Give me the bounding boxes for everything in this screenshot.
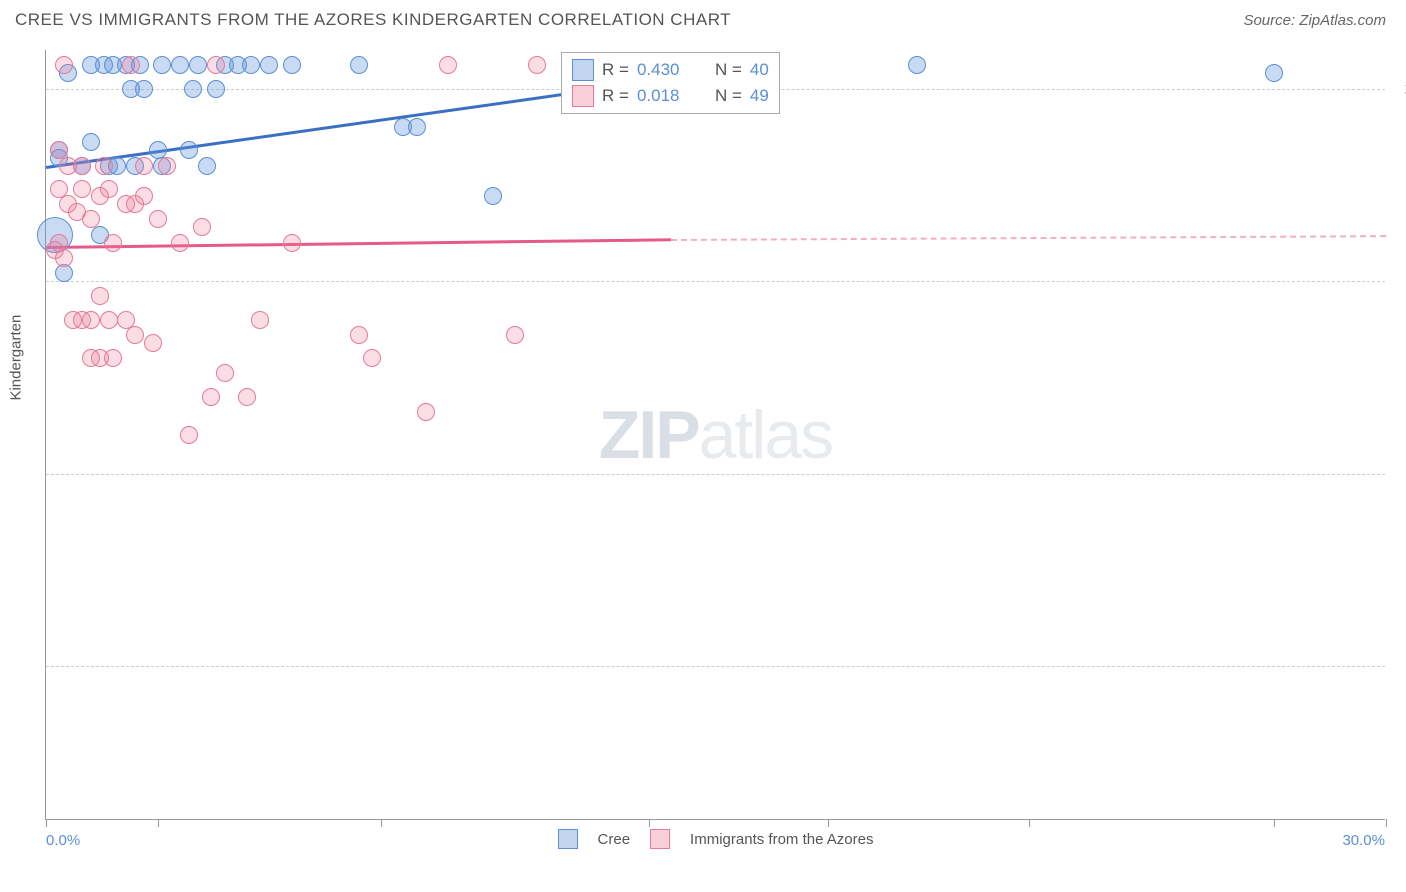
data-point bbox=[350, 326, 368, 344]
data-point bbox=[242, 56, 260, 74]
legend-label: Immigrants from the Azores bbox=[690, 831, 873, 848]
data-point bbox=[180, 426, 198, 444]
data-point bbox=[126, 326, 144, 344]
x-tick bbox=[46, 819, 47, 827]
data-point bbox=[251, 311, 269, 329]
data-point bbox=[122, 56, 140, 74]
data-point bbox=[238, 388, 256, 406]
data-point bbox=[82, 210, 100, 228]
data-point bbox=[202, 388, 220, 406]
data-point bbox=[189, 56, 207, 74]
data-point bbox=[417, 403, 435, 421]
data-point bbox=[484, 187, 502, 205]
r-value: 0.018 bbox=[637, 86, 697, 106]
data-point bbox=[171, 234, 189, 252]
legend-swatch bbox=[650, 829, 670, 849]
n-label: N = bbox=[715, 86, 742, 106]
y-axis-title: Kindergarten bbox=[8, 314, 25, 400]
data-point bbox=[95, 157, 113, 175]
chart-title: CREE VS IMMIGRANTS FROM THE AZORES KINDE… bbox=[15, 10, 731, 30]
data-point bbox=[506, 326, 524, 344]
x-tick bbox=[649, 819, 650, 827]
data-point bbox=[82, 311, 100, 329]
x-tick bbox=[381, 819, 382, 827]
data-point bbox=[135, 187, 153, 205]
data-point bbox=[908, 56, 926, 74]
data-point bbox=[180, 141, 198, 159]
data-point bbox=[1265, 64, 1283, 82]
data-point bbox=[439, 56, 457, 74]
x-tick bbox=[158, 819, 159, 827]
trend-line bbox=[46, 89, 591, 168]
x-tick bbox=[1386, 819, 1387, 827]
data-point bbox=[528, 56, 546, 74]
data-point bbox=[135, 157, 153, 175]
data-point bbox=[144, 334, 162, 352]
watermark: ZIPatlas bbox=[599, 396, 832, 474]
chart-area: Kindergarten ZIPatlas 92.5%95.0%97.5%100… bbox=[45, 50, 1385, 820]
r-label: R = bbox=[602, 86, 629, 106]
stats-legend-row: R = 0.018 N = 49 bbox=[572, 83, 769, 109]
trend-line-dashed bbox=[671, 235, 1386, 241]
data-point bbox=[55, 264, 73, 282]
stats-legend: R = 0.430 N = 40R = 0.018 N = 49 bbox=[561, 52, 780, 114]
source-label: Source: ZipAtlas.com bbox=[1243, 12, 1386, 29]
data-point bbox=[91, 287, 109, 305]
data-point bbox=[283, 56, 301, 74]
data-point bbox=[82, 133, 100, 151]
data-point bbox=[283, 234, 301, 252]
data-point bbox=[55, 249, 73, 267]
legend-swatch bbox=[572, 59, 594, 81]
legend-swatch bbox=[572, 85, 594, 107]
data-point bbox=[207, 56, 225, 74]
n-label: N = bbox=[715, 60, 742, 80]
x-tick bbox=[828, 819, 829, 827]
r-label: R = bbox=[602, 60, 629, 80]
data-point bbox=[158, 157, 176, 175]
data-point bbox=[260, 56, 278, 74]
data-point bbox=[100, 180, 118, 198]
data-point bbox=[408, 118, 426, 136]
data-point bbox=[171, 56, 189, 74]
data-point bbox=[149, 210, 167, 228]
data-point bbox=[104, 234, 122, 252]
x-label-min: 0.0% bbox=[46, 832, 80, 849]
x-tick bbox=[1274, 819, 1275, 827]
n-value: 40 bbox=[750, 60, 769, 80]
data-point bbox=[104, 349, 122, 367]
data-point bbox=[73, 180, 91, 198]
data-point bbox=[184, 80, 202, 98]
x-tick bbox=[1029, 819, 1030, 827]
trend-line bbox=[46, 239, 671, 249]
data-point bbox=[135, 80, 153, 98]
data-point bbox=[55, 56, 73, 74]
gridline bbox=[46, 666, 1385, 667]
data-point bbox=[216, 364, 234, 382]
r-value: 0.430 bbox=[637, 60, 697, 80]
legend-swatch bbox=[558, 829, 578, 849]
data-point bbox=[198, 157, 216, 175]
legend-label: Cree bbox=[598, 831, 631, 848]
gridline bbox=[46, 474, 1385, 475]
gridline bbox=[46, 281, 1385, 282]
x-label-max: 30.0% bbox=[1342, 832, 1385, 849]
data-point bbox=[193, 218, 211, 236]
stats-legend-row: R = 0.430 N = 40 bbox=[572, 57, 769, 83]
data-point bbox=[350, 56, 368, 74]
data-point bbox=[207, 80, 225, 98]
data-point bbox=[100, 311, 118, 329]
bottom-legend: Cree Immigrants from the Azores bbox=[558, 829, 874, 849]
n-value: 49 bbox=[750, 86, 769, 106]
data-point bbox=[73, 157, 91, 175]
data-point bbox=[363, 349, 381, 367]
data-point bbox=[153, 56, 171, 74]
